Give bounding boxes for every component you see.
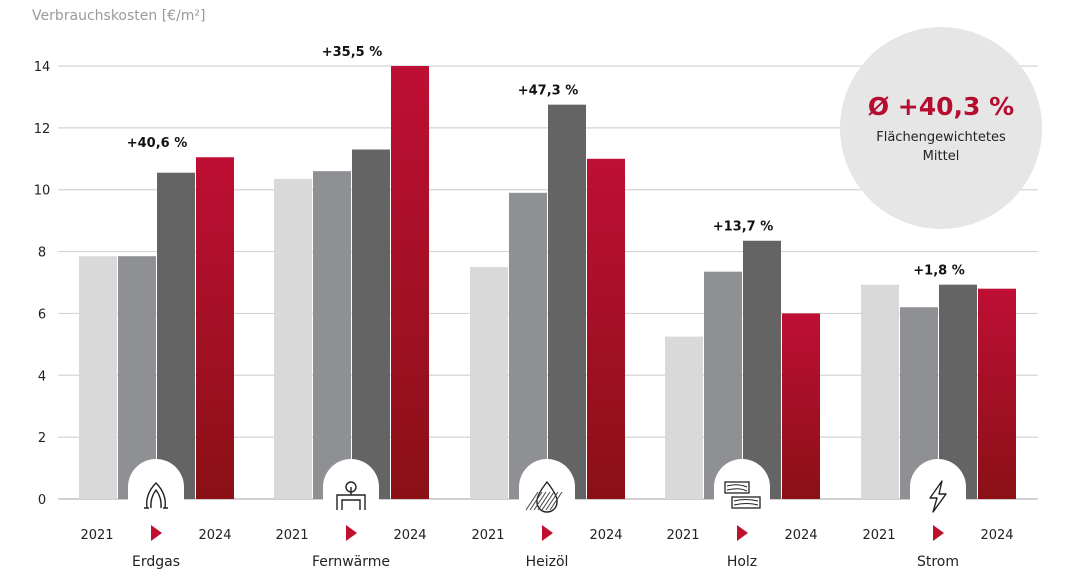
bar-group-holz: +13,7 % [665, 220, 820, 509]
y-tick-label: 8 [38, 246, 46, 261]
bar-heizöl-2022 [509, 192, 547, 500]
bar-fernwärme-2024 [391, 66, 429, 499]
bar-erdgas-2021 [79, 256, 117, 499]
bar-heizöl-2024 [587, 158, 625, 500]
arrow-right-icon [542, 525, 553, 541]
category-label: Heizöl [526, 554, 569, 570]
icon-arch [128, 459, 184, 500]
change-label: +47,3 % [518, 84, 579, 99]
bar-holz-2021 [665, 336, 703, 499]
bar-group-strom: +1,8 % [861, 264, 1016, 513]
average-value: Ø +40,3 % [868, 92, 1014, 121]
y-tick-label: 10 [34, 184, 51, 199]
year-start-label: 2021 [471, 528, 504, 543]
bar-group-heizöl: +47,3 % [470, 84, 625, 513]
arrow-right-icon [933, 525, 944, 541]
bar-holz-2024 [782, 313, 820, 499]
bar-fernwärme-2021 [274, 178, 312, 499]
change-label: +13,7 % [713, 220, 774, 235]
change-label: +35,5 % [322, 45, 383, 60]
category-label: Erdgas [132, 554, 180, 570]
year-end-label: 2024 [589, 528, 622, 543]
bar-strom-2021 [861, 284, 899, 499]
bar-group-fernwärme: +35,5 % [274, 45, 429, 510]
year-end-label: 2024 [784, 528, 817, 543]
y-tick-label: 0 [38, 493, 46, 508]
x-axis-label-group: 2021 2024 Erdgas [80, 525, 232, 570]
y-axis-title: Verbrauchskosten [€/m²] [32, 8, 206, 24]
y-axis-ticks: 0 2 4 6 8 10 12 14 [34, 60, 51, 508]
lightning-bolt-icon [929, 480, 947, 513]
icon-arch [910, 459, 966, 500]
gas-flame-icon [144, 482, 168, 509]
year-start-label: 2021 [666, 528, 699, 543]
y-tick-label: 2 [38, 431, 46, 446]
bar-fernwärme-2023 [352, 149, 390, 499]
bar-strom-2024 [978, 288, 1016, 499]
oil-drop-icon [525, 480, 563, 513]
bar-fernwärme-2022 [313, 171, 351, 499]
year-start-label: 2021 [275, 528, 308, 543]
x-axis-label-group: 2021 2024 Holz [666, 525, 818, 570]
year-start-label: 2021 [862, 528, 895, 543]
y-tick-label: 6 [38, 307, 46, 322]
district-heating-pipe-icon [336, 481, 366, 510]
x-axis-label-group: 2021 2024 Heizöl [471, 525, 623, 570]
y-tick-label: 4 [38, 369, 46, 384]
x-axis-label-group: 2021 2024 Strom [862, 525, 1014, 570]
change-label: +1,8 % [913, 264, 964, 279]
wood-logs-icon [724, 481, 761, 509]
bar-heizöl-2023 [548, 104, 586, 500]
y-tick-label: 12 [34, 122, 51, 137]
category-label: Holz [727, 554, 757, 570]
y-tick-label: 14 [34, 60, 51, 75]
average-label-line1: Flächengewichtetes [876, 130, 1006, 145]
category-label: Strom [917, 554, 959, 570]
icon-arch [323, 459, 379, 500]
average-label-line2: Mittel [923, 149, 960, 164]
year-end-label: 2024 [393, 528, 426, 543]
average-circle [840, 27, 1042, 229]
category-label: Fernwärme [312, 554, 390, 570]
arrow-right-icon [151, 525, 162, 541]
arrow-right-icon [737, 525, 748, 541]
arrow-right-icon [346, 525, 357, 541]
bars: +40,6 % +35,5 % +47,3 % +13,7 % +1,8 % [79, 45, 1016, 513]
year-end-label: 2024 [980, 528, 1013, 543]
bar-erdgas-2022 [118, 256, 156, 499]
bar-holz-2023 [743, 240, 781, 499]
bar-heizöl-2021 [470, 267, 508, 499]
year-end-label: 2024 [198, 528, 231, 543]
bar-group-erdgas: +40,6 % [79, 136, 234, 509]
bar-erdgas-2023 [157, 172, 195, 500]
average-badge: Ø +40,3 % Flächengewichtetes Mittel [840, 27, 1042, 229]
year-start-label: 2021 [80, 528, 113, 543]
bar-erdgas-2024 [196, 157, 234, 499]
change-label: +40,6 % [127, 136, 188, 151]
icon-arch [519, 459, 575, 500]
